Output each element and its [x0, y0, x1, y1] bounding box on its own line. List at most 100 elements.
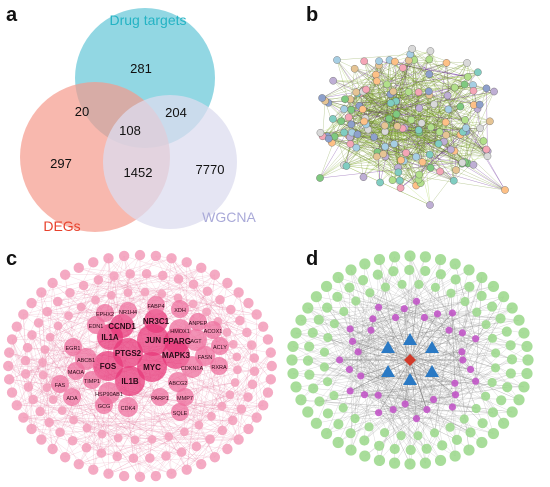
gene-node	[7, 387, 17, 397]
target-node	[365, 288, 374, 297]
gene-node	[148, 435, 157, 444]
compound-node	[375, 304, 382, 311]
ppi-node	[395, 169, 402, 176]
target-node	[451, 274, 461, 284]
gene-node	[3, 361, 13, 371]
gene-node	[74, 459, 84, 469]
gene-node	[142, 269, 152, 279]
target-node	[332, 292, 342, 302]
ppi-node	[426, 151, 433, 158]
region-degs-wgcna: 1452	[124, 165, 153, 180]
target-node	[513, 394, 524, 405]
gene-node	[222, 278, 232, 288]
ppi-node	[452, 166, 459, 173]
compound-node	[413, 298, 420, 305]
ppi-node	[418, 120, 425, 127]
gene-node	[88, 464, 98, 474]
gene-node	[119, 251, 129, 261]
ppi-node	[484, 153, 491, 160]
region-degs-only: 297	[50, 156, 72, 171]
target-node	[506, 368, 516, 378]
target-node	[339, 403, 348, 412]
ppi-node	[341, 129, 348, 136]
ppi-node	[443, 59, 450, 66]
hub-gene-label-xdh: XDH	[174, 308, 186, 314]
target-node	[345, 264, 356, 275]
panel-label-d: d	[306, 248, 318, 271]
hub-gene-label-pparg: PPARG	[163, 337, 191, 346]
target-node	[431, 283, 440, 292]
gene-node	[243, 392, 253, 402]
gene-node	[196, 263, 206, 273]
target-node	[333, 272, 344, 283]
target-node	[446, 289, 455, 298]
target-node	[476, 272, 487, 283]
target-node	[287, 368, 298, 379]
gene-node	[103, 253, 113, 263]
region-drug-wgcna: 204	[165, 105, 187, 120]
target-node	[308, 328, 318, 338]
hub-gene-label-fos: FOS	[100, 362, 117, 371]
ppi-node	[427, 47, 434, 54]
target-node	[488, 378, 497, 387]
gene-node	[112, 452, 122, 462]
hub-gene-label-mapk3: MAPK3	[162, 351, 191, 360]
target-node	[406, 445, 416, 455]
ppi-node	[419, 158, 426, 165]
gene-node	[222, 444, 232, 454]
compound-node	[361, 391, 368, 398]
target-node	[390, 444, 400, 454]
target-node	[404, 458, 415, 469]
gene-node	[97, 448, 107, 458]
target-node	[513, 315, 524, 326]
gene-node	[107, 291, 116, 300]
gene-node	[44, 418, 54, 428]
gene-node	[251, 309, 261, 319]
ppi-node	[463, 59, 470, 66]
hub-gene-label-gcg: GCG	[98, 404, 111, 410]
gene-node	[83, 424, 92, 433]
ppi-node	[470, 161, 477, 168]
network-edge	[462, 287, 469, 352]
ppi-node	[353, 89, 360, 96]
ppi-node	[470, 87, 477, 94]
gene-node	[69, 416, 78, 425]
gene-node	[36, 287, 46, 297]
compound-node	[459, 329, 466, 336]
ppi-node	[397, 184, 404, 191]
ppi-node	[383, 81, 390, 88]
compound-node	[451, 380, 458, 387]
hub-gene-label-timp1: TIMP1	[84, 379, 100, 385]
ppi-node	[380, 150, 387, 157]
target-node	[521, 341, 532, 352]
ppi-node	[451, 84, 458, 91]
target-node	[321, 428, 332, 439]
target-node	[518, 327, 529, 338]
gene-node	[243, 298, 253, 308]
target-node	[481, 320, 490, 329]
compound-node	[445, 327, 452, 334]
ppi-node	[360, 174, 367, 181]
gene-node	[98, 430, 107, 439]
target-node	[498, 291, 509, 302]
gene-node	[266, 374, 276, 384]
hub-gene-label-il1a: IL1A	[101, 333, 119, 342]
target-node	[322, 303, 332, 313]
ppi-node	[490, 88, 497, 95]
compound-target-network	[280, 242, 550, 482]
ppi-node	[329, 115, 336, 122]
gene-node	[207, 412, 216, 421]
gene-node	[141, 288, 150, 297]
gene-node	[247, 340, 257, 350]
hub-gene-label-cdk4: CDK4	[121, 406, 136, 412]
gene-node	[218, 402, 227, 411]
gene-node	[182, 257, 192, 267]
target-node	[476, 437, 487, 448]
ppi-node	[445, 106, 452, 113]
target-node	[496, 395, 506, 405]
ppi-node	[373, 78, 380, 85]
target-node	[498, 418, 509, 429]
ppi-node	[382, 143, 389, 150]
target-node	[472, 404, 481, 413]
gene-node	[82, 443, 92, 453]
